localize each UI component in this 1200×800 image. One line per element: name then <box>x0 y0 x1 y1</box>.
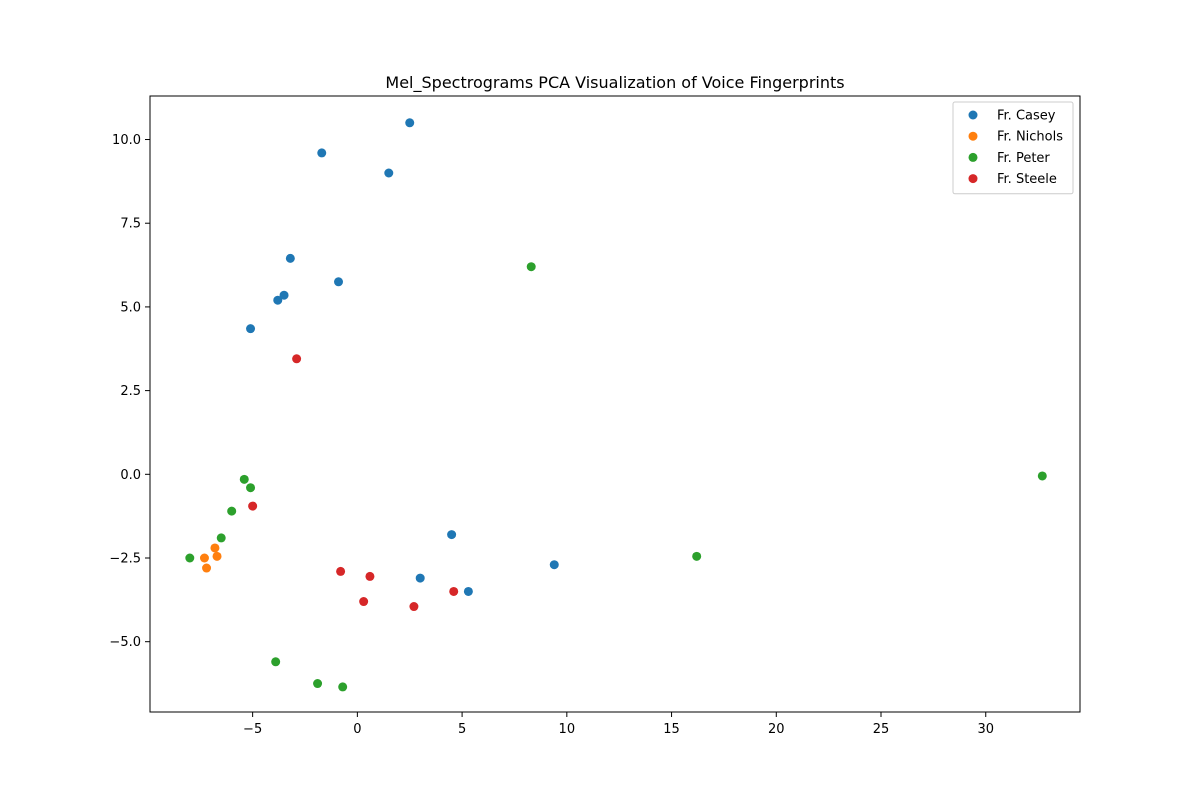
legend-label: Fr. Casey <box>997 109 1056 124</box>
scatter-point <box>338 682 348 692</box>
legend-marker <box>968 174 978 184</box>
scatter-point <box>463 586 473 596</box>
scatter-point <box>292 354 302 364</box>
scatter-point <box>365 571 375 581</box>
scatter-point <box>185 553 195 563</box>
x-tick-label: 25 <box>873 722 890 737</box>
legend: Fr. Casey Fr. Nichols Fr. Peter Fr. Steele <box>952 101 1074 195</box>
y-tick-label: 10.0 <box>112 133 141 148</box>
scatter-point <box>199 553 209 563</box>
scatter-point <box>246 483 256 493</box>
scatter-point <box>271 657 281 667</box>
scatter-point <box>279 290 289 300</box>
scatter-point <box>405 118 415 128</box>
legend-marker <box>968 131 978 141</box>
scatter-point <box>273 295 283 305</box>
scatter-point <box>313 679 323 689</box>
scatter-point <box>285 253 295 263</box>
legend-label: Fr. Steele <box>997 172 1057 187</box>
y-tick-label: 2.5 <box>120 384 141 399</box>
scatter-point <box>549 560 559 570</box>
scatter-point <box>239 474 249 484</box>
legend-label: Fr. Peter <box>997 151 1050 166</box>
chart-title: Mel_Spectrograms PCA Visualization of Vo… <box>385 73 844 93</box>
scatter-point <box>246 324 256 334</box>
scatter-point <box>447 530 457 540</box>
scatter-point <box>1037 471 1047 481</box>
scatter-point <box>248 501 258 511</box>
x-tick-label: 20 <box>768 722 785 737</box>
x-tick-label: 10 <box>559 722 576 737</box>
scatter-point <box>336 566 346 576</box>
scatter-point <box>216 533 226 543</box>
legend-box <box>952 101 1074 195</box>
y-tick-label: −2.5 <box>109 552 141 567</box>
y-tick-label: 0.0 <box>120 468 141 483</box>
x-tick-label: −5 <box>243 722 262 737</box>
scatter-point <box>212 551 222 561</box>
x-tick-label: 0 <box>353 722 361 737</box>
axis-ticks: −5 0 5 10 15 20 25 30 −5.0 −2.5 0.0 2.5 5.0 7.5 10.0 <box>109 133 994 737</box>
scatter-point <box>359 597 369 607</box>
scatter-point <box>449 586 459 596</box>
scatter-point <box>210 543 220 553</box>
scatter-point <box>526 262 536 272</box>
scatter-point <box>415 573 425 583</box>
y-tick-label: −5.0 <box>109 635 141 650</box>
scatter-point <box>384 168 394 178</box>
legend-marker <box>968 110 978 120</box>
scatter-point <box>317 148 327 158</box>
plot-area <box>185 118 1047 692</box>
x-tick-label: 5 <box>458 722 466 737</box>
y-tick-label: 5.0 <box>120 300 141 315</box>
scatter-point <box>692 551 702 561</box>
y-tick-label: 7.5 <box>120 217 141 232</box>
legend-label: Fr. Nichols <box>997 130 1063 145</box>
x-tick-label: 30 <box>977 722 994 737</box>
scatter-point <box>227 506 237 516</box>
scatter-point <box>334 277 344 287</box>
scatter-point <box>409 602 419 612</box>
scatter-point <box>202 563 212 573</box>
axes-frame <box>149 95 1081 713</box>
legend-marker <box>968 152 978 162</box>
x-tick-label: 15 <box>663 722 680 737</box>
